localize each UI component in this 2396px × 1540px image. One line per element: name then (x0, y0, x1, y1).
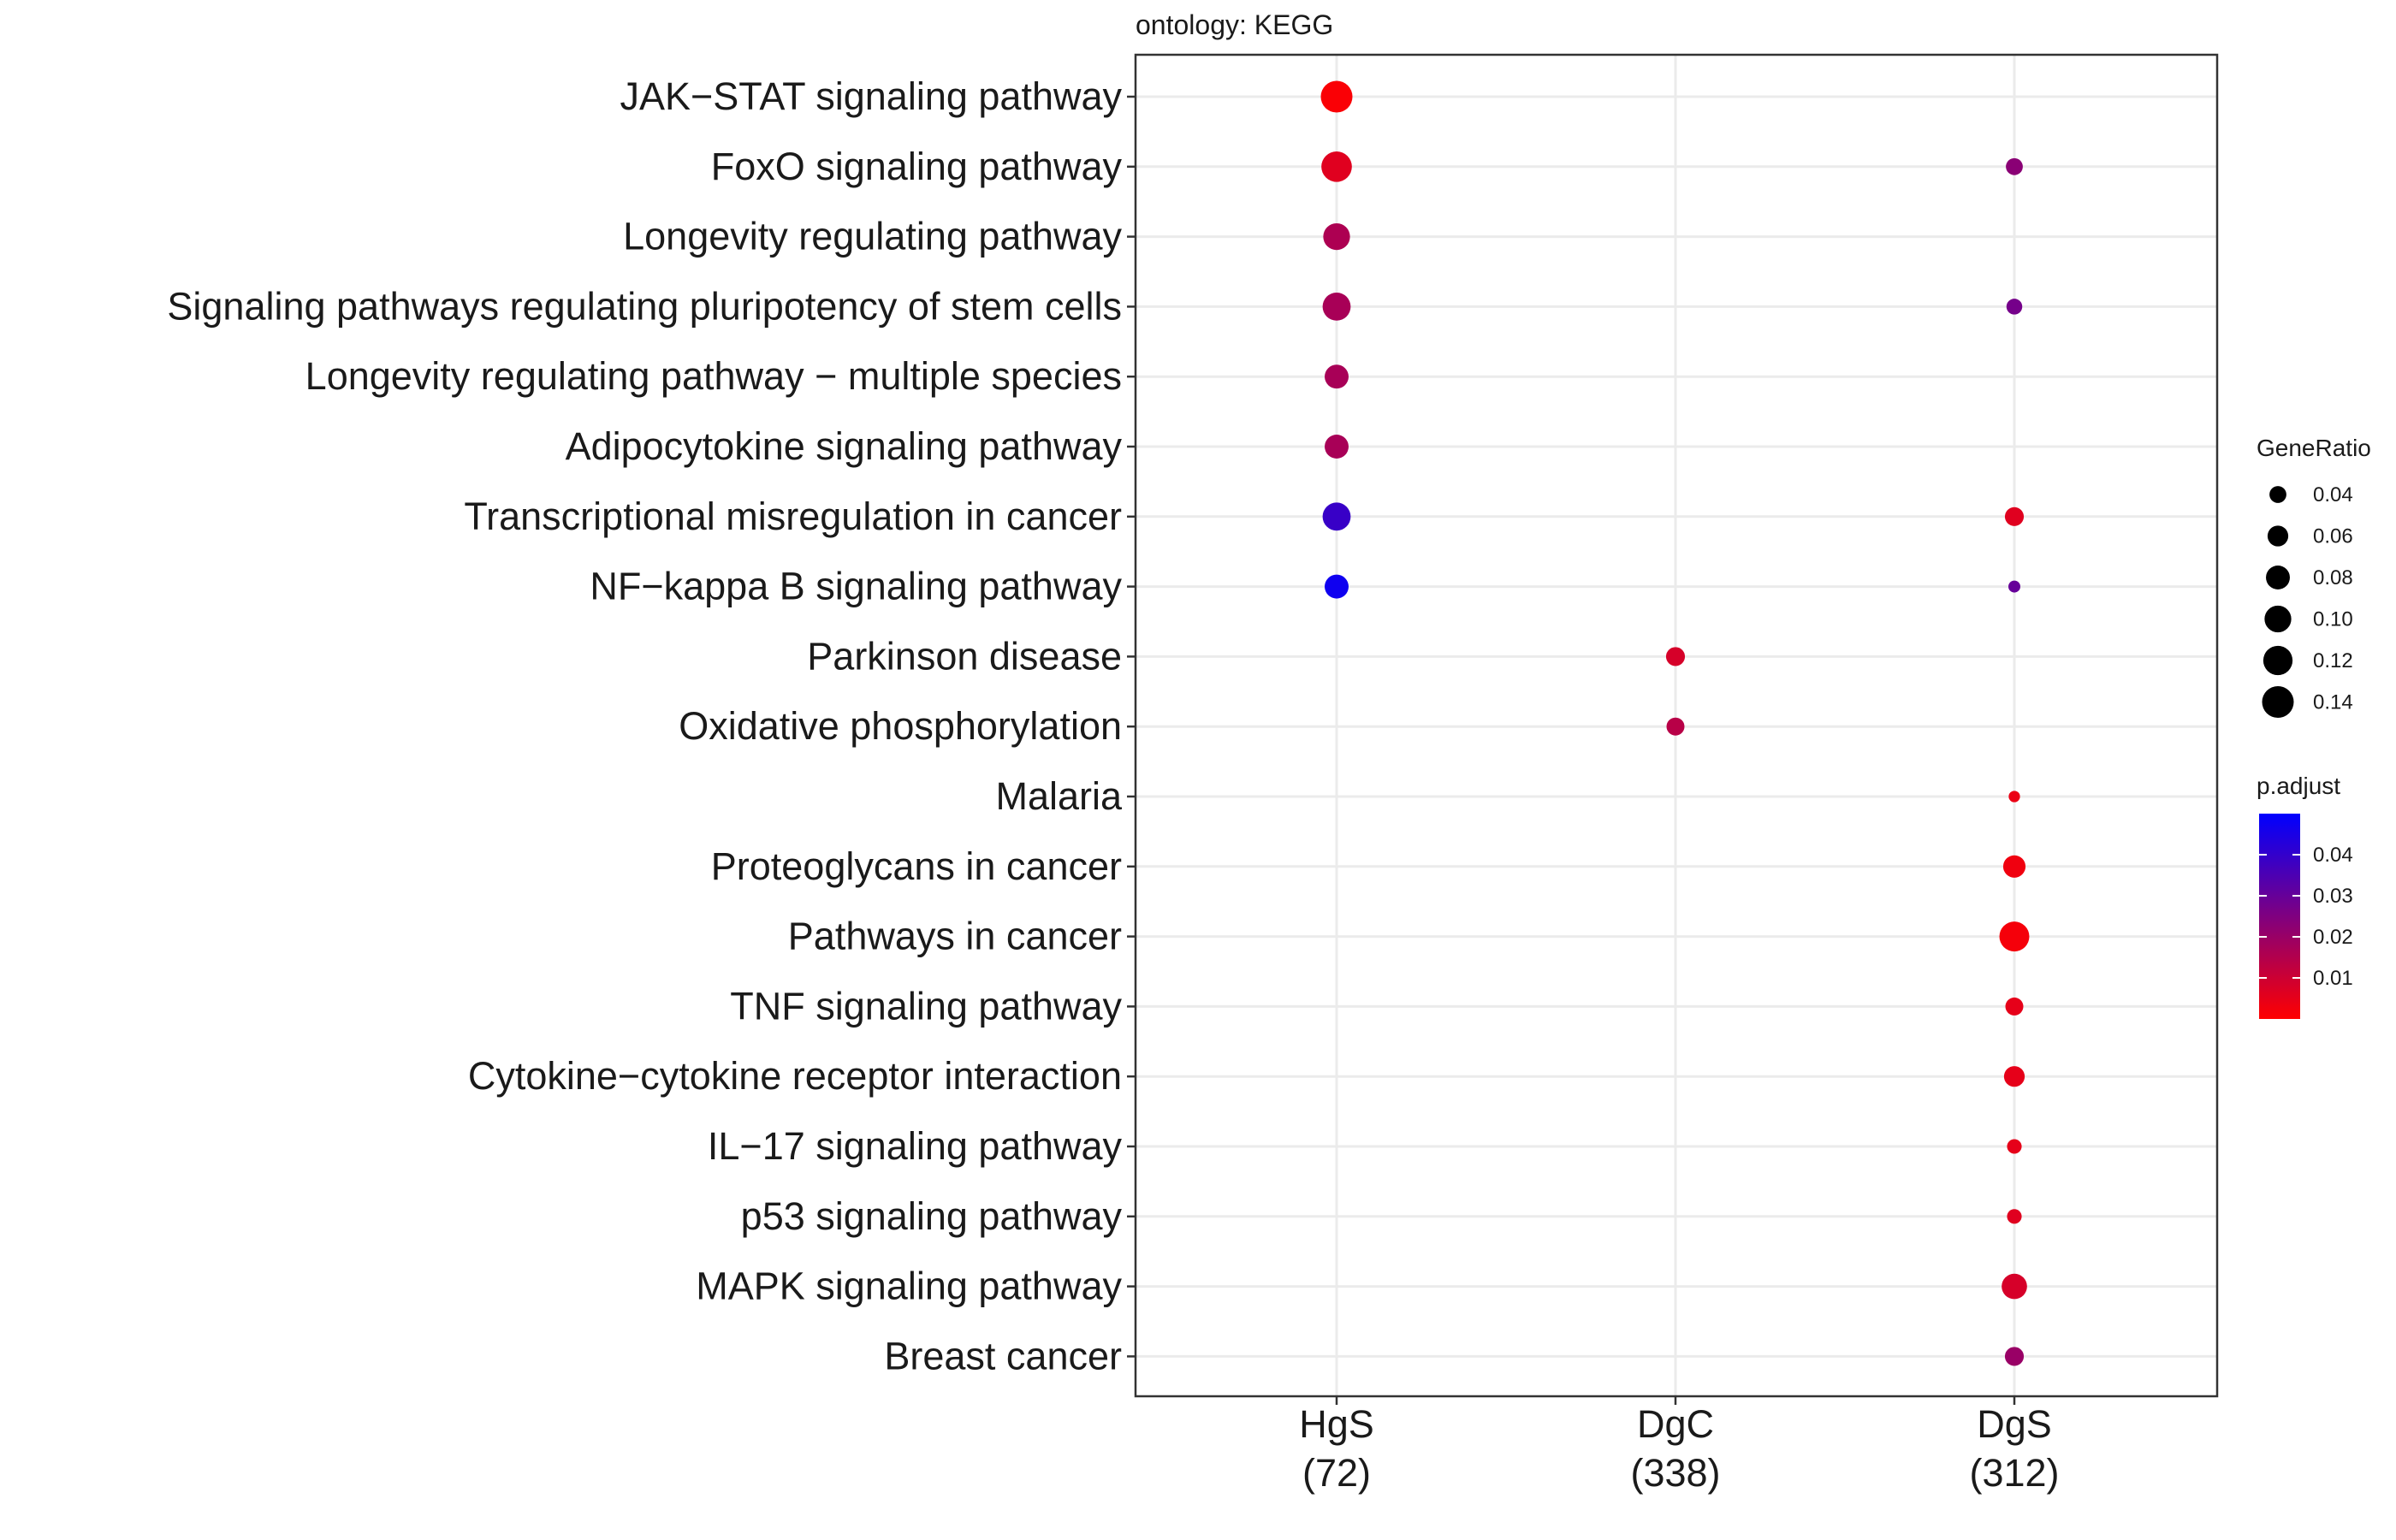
size-legend-label: 0.08 (2313, 566, 2353, 589)
y-tick-label: Proteoglycans in cancer (711, 844, 1122, 888)
data-point (2007, 1209, 2022, 1224)
data-point (1999, 921, 2030, 952)
size-legend-label: 0.10 (2313, 608, 2353, 631)
y-tick-label: NF−kappa B signaling pathway (590, 565, 1122, 608)
x-tick-count: (312) (1969, 1451, 2059, 1495)
color-legend-label: 0.04 (2313, 844, 2353, 867)
data-point (2007, 1139, 2022, 1154)
size-legend-label: 0.12 (2313, 649, 2353, 672)
x-tick-count: (338) (1630, 1451, 1720, 1495)
y-tick-label: TNF signaling pathway (730, 984, 1122, 1028)
y-tick-label: Oxidative phosphorylation (679, 704, 1122, 748)
data-point (2002, 855, 2026, 878)
y-tick-label: p53 signaling pathway (741, 1194, 1123, 1238)
size-legend-dot (2266, 566, 2290, 589)
color-legend-title: p.adjust (2257, 773, 2340, 799)
data-point (2004, 1347, 2025, 1366)
y-tick-label: Parkinson disease (807, 634, 1122, 678)
size-legend: GeneRatio 0.04 0.06 0.08 0.10 0.12 0.14 (2257, 435, 2371, 718)
y-tick-label: Longevity regulating pathway − multiple … (305, 354, 1122, 398)
x-tick-label: DgS (1977, 1402, 2052, 1446)
color-legend-bar (2259, 814, 2300, 1019)
size-legend-label: 0.06 (2313, 525, 2353, 548)
data-point (1323, 222, 1350, 251)
x-tick-count: (72) (1302, 1451, 1371, 1495)
data-point (2003, 1066, 2025, 1087)
x-tick-label: DgC (1637, 1402, 1714, 1446)
size-legend-label: 0.04 (2313, 483, 2353, 506)
color-legend-label: 0.02 (2313, 926, 2353, 949)
color-legend-label: 0.01 (2313, 967, 2353, 990)
data-point (1325, 574, 1349, 599)
y-tick-label: MAPK signaling pathway (696, 1265, 1122, 1308)
y-tick-label: FoxO signaling pathway (711, 145, 1123, 188)
size-legend-dot (2264, 605, 2292, 633)
data-point (1666, 717, 1685, 736)
data-point (2008, 791, 2020, 803)
y-tick-label: IL−17 signaling pathway (708, 1124, 1123, 1168)
data-point (2004, 506, 2025, 526)
size-legend-dot (2269, 486, 2286, 503)
data-points (1320, 80, 2030, 1366)
x-tick-label: HgS (1299, 1402, 1374, 1446)
color-legend-label: 0.03 (2313, 885, 2353, 908)
data-point (2008, 580, 2020, 593)
size-legend-dot (2262, 686, 2294, 718)
y-tick-label: Signaling pathways regulating pluripoten… (167, 284, 1122, 328)
size-legend-dot (2267, 525, 2289, 547)
y-tick-label: Malaria (995, 774, 1123, 818)
data-point (1322, 502, 1351, 531)
size-legend-dot (2263, 645, 2293, 676)
data-point (1325, 435, 1349, 459)
size-legend-title: GeneRatio (2257, 435, 2371, 461)
y-tick-label: Pathways in cancer (788, 915, 1122, 958)
data-point (2006, 299, 2023, 315)
y-tick-label: Breast cancer (884, 1334, 1122, 1377)
data-point (1321, 151, 1352, 182)
grid-lines (1136, 55, 2217, 1396)
data-point (1665, 647, 1686, 666)
y-tick-label: Longevity regulating pathway (623, 215, 1122, 258)
y-tick-label: Adipocytokine signaling pathway (566, 424, 1123, 468)
data-point (1325, 364, 1349, 389)
y-tick-label: JAK−STAT signaling pathway (620, 74, 1122, 118)
color-legend: p.adjust 0.01 0.02 0.03 0.04 (2257, 773, 2353, 1019)
data-point (1320, 80, 1353, 113)
chart-title: ontology: KEGG (1136, 9, 1333, 40)
x-axis: HgS (72) DgC (338) DgS (312) (1299, 1396, 2060, 1495)
data-point (2005, 997, 2024, 1016)
size-legend-label: 0.14 (2313, 691, 2353, 714)
data-point (1322, 293, 1351, 321)
y-axis: JAK−STAT signaling pathway FoxO signaling… (167, 74, 1136, 1377)
y-tick-label: Cytokine−cytokine receptor interaction (468, 1054, 1122, 1098)
data-point (2006, 157, 2023, 175)
y-tick-label: Transcriptional misregulation in cancer (464, 495, 1122, 538)
data-point (2002, 1273, 2027, 1300)
